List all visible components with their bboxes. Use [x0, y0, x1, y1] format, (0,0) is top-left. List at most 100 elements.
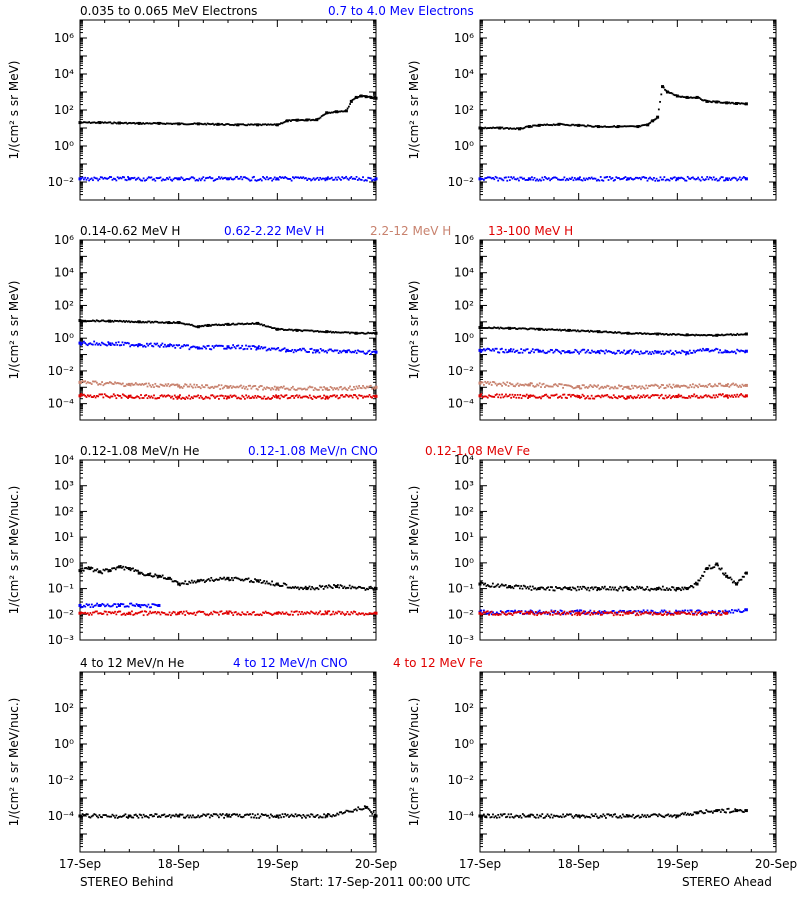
interp-point — [708, 178, 710, 180]
interp-point — [137, 570, 139, 572]
interp-point — [669, 611, 671, 613]
interp-point — [289, 614, 291, 616]
interp-point — [665, 589, 667, 591]
interp-point — [577, 351, 579, 353]
interp-point — [634, 611, 636, 613]
data-point — [725, 394, 728, 397]
interp-point — [130, 385, 132, 387]
interp-point — [147, 386, 149, 388]
interp-point — [669, 384, 671, 386]
interp-point — [588, 386, 590, 388]
interp-point — [595, 178, 597, 180]
interp-point — [200, 387, 202, 389]
interp-point — [530, 179, 532, 181]
interp-point — [201, 384, 203, 386]
interp-point — [266, 581, 268, 583]
interp-point — [231, 577, 233, 579]
interp-point — [532, 348, 534, 350]
interp-point — [179, 178, 181, 180]
interp-point — [280, 613, 282, 615]
plot-frame — [480, 20, 776, 200]
interp-point — [354, 611, 356, 613]
interp-point — [738, 609, 740, 611]
interp-point — [209, 580, 211, 582]
interp-point — [533, 351, 535, 353]
interp-point — [338, 587, 340, 589]
interp-point — [158, 612, 160, 614]
interp-point — [535, 611, 537, 613]
interp-point — [636, 586, 638, 588]
interp-point — [91, 567, 93, 569]
interp-point — [499, 394, 501, 396]
interp-point — [648, 353, 650, 355]
interp-point — [208, 345, 210, 347]
interp-point — [183, 583, 185, 585]
interp-point — [165, 179, 167, 181]
interp-point — [599, 180, 601, 182]
interp-point — [527, 348, 529, 350]
interp-point — [286, 394, 288, 396]
interp-point — [245, 614, 247, 616]
interp-point — [567, 613, 569, 615]
interp-point — [128, 606, 130, 608]
interp-point — [605, 386, 607, 388]
interp-point — [322, 397, 324, 399]
interp-point — [337, 584, 339, 586]
interp-point — [149, 573, 151, 575]
y-tick-label: 10⁰ — [454, 331, 474, 345]
interp-point — [89, 394, 91, 396]
data-point — [656, 116, 659, 119]
interp-point — [495, 383, 497, 385]
interp-point — [662, 179, 664, 181]
interp-point — [362, 176, 364, 178]
interp-point — [554, 590, 556, 592]
interp-point — [504, 352, 506, 354]
interp-point — [263, 396, 265, 398]
interp-point — [500, 614, 502, 616]
interp-point — [710, 177, 712, 179]
interp-point — [195, 386, 197, 388]
interp-point — [145, 179, 147, 181]
interp-point — [614, 179, 616, 181]
series-blue — [79, 603, 161, 609]
interp-point — [529, 352, 531, 354]
interp-point — [560, 353, 562, 355]
interp-point — [347, 611, 349, 613]
interp-point — [693, 350, 695, 352]
series-red — [479, 393, 748, 400]
interp-point — [336, 350, 338, 352]
interp-point — [204, 398, 206, 400]
interp-point — [271, 397, 273, 399]
interp-point — [721, 568, 723, 570]
interp-point — [323, 178, 325, 180]
interp-point — [554, 351, 556, 353]
interp-point — [614, 386, 616, 388]
interp-point — [730, 612, 732, 614]
y-axis-label: 1/(cm² s sr MeV) — [7, 61, 21, 160]
interp-point — [500, 397, 502, 399]
interp-point — [101, 393, 103, 395]
interp-point — [574, 588, 576, 590]
data-point — [375, 97, 378, 100]
interp-point — [622, 614, 624, 616]
interp-point — [543, 383, 545, 385]
interp-point — [665, 387, 667, 389]
interp-point — [702, 575, 704, 577]
interp-point — [701, 176, 703, 178]
interp-point — [711, 179, 713, 181]
interp-point — [496, 393, 498, 395]
interp-point — [644, 388, 646, 390]
interp-point — [244, 388, 246, 390]
interp-point — [650, 353, 652, 355]
interp-point — [188, 386, 190, 388]
interp-point — [154, 611, 156, 613]
interp-point — [245, 394, 247, 396]
interp-point — [126, 179, 128, 181]
interp-point — [231, 612, 233, 614]
interp-point — [735, 178, 737, 180]
data-point — [745, 384, 748, 387]
interp-point — [518, 397, 520, 399]
interp-point — [222, 395, 224, 397]
interp-point — [82, 568, 84, 570]
interp-point — [352, 613, 354, 615]
